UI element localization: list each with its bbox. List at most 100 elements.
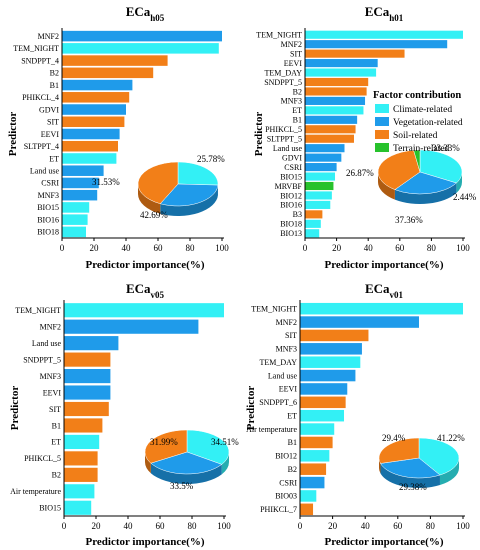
bar-sit: [64, 401, 109, 417]
bar-sit: [305, 49, 405, 58]
bar-mnf3: [300, 343, 362, 355]
bar-gdvi: [62, 104, 126, 115]
pie-slice-climate: [419, 149, 463, 184]
bar-bio12: [305, 191, 332, 200]
bar-land-use: [64, 336, 119, 351]
bar-sndppt_6: [300, 396, 346, 409]
tick-label-y: TEM_NIGHT: [256, 31, 302, 40]
bar-b2: [300, 463, 327, 475]
tick-label-y: BIO03: [275, 492, 297, 501]
tick-label-x: 80: [186, 243, 196, 253]
legend-swatch-climate: [375, 104, 389, 113]
bar-land-use: [305, 144, 345, 153]
pie-slice-vegetation: [150, 451, 223, 475]
chart-title: ECav05: [126, 281, 165, 300]
x-axis-label: Predictor importance(%): [324, 536, 443, 548]
tick-label-y: BIO13: [280, 229, 302, 238]
tick-label-y: Air temperature: [10, 487, 61, 496]
pie-label-soil: 37.36%: [395, 215, 423, 225]
tick-label-y: B1: [50, 81, 59, 90]
bar-b2: [62, 67, 154, 79]
chart-title-sub: h05: [150, 13, 165, 23]
tick-label-y: MNF2: [40, 322, 61, 331]
tick-label-y: BIO15: [280, 172, 302, 181]
tick-label-x: 20: [332, 243, 342, 253]
pie-label-climate: 25.78%: [197, 154, 225, 164]
pie-side-vegetation: [150, 463, 222, 485]
x-axis-label: Predictor importance(%): [324, 259, 443, 271]
pie-label-vegetation: 26.87%: [346, 168, 374, 178]
chart-panel-v05: ECav05 TEM_NIGHT MNF2 Land use SNDPPT_5 MNF3 E…: [9, 281, 239, 548]
tick-label-y: CSRI: [284, 163, 302, 172]
pie-label-vegetation: 29.4%: [382, 433, 406, 443]
bar-bio15: [64, 500, 92, 515]
chart-title: ECah05: [126, 4, 165, 23]
tick-label-y: CSRI: [41, 179, 59, 188]
bar-b1: [64, 418, 103, 433]
pie-label-terrain: 2.44%: [453, 192, 477, 202]
tick-label-y: Land use: [268, 371, 298, 380]
pie-label-climate: 34.51%: [211, 437, 239, 447]
tick-label-y: BIO16: [280, 201, 302, 210]
tick-label-y: TEM_NIGHT: [15, 306, 61, 315]
pie-side-climate: [456, 172, 462, 193]
pie-side-vegetation: [380, 463, 440, 488]
bar-csri: [62, 177, 99, 189]
tick-label-y: BIO15: [39, 504, 61, 513]
bar-phikcl_5: [305, 125, 356, 134]
bar-sndppt_5: [64, 352, 111, 367]
tick-label-y: MNF3: [276, 345, 297, 354]
pie-slice-climate: [418, 437, 460, 476]
bar-sndppt_4: [62, 55, 168, 66]
legend-swatch-vegetation: [375, 117, 389, 126]
tick-label-y: SLTPPT_5: [267, 135, 302, 144]
tick-label-y: ET: [51, 438, 61, 447]
pie-label-climate: 41.22%: [437, 433, 465, 443]
bar-et: [62, 153, 117, 164]
tick-label-y: ET: [287, 411, 297, 420]
tick-label-x: 40: [364, 243, 374, 253]
pie-chart: 33.33% 26.87% 37.36% 2.44%: [346, 143, 477, 225]
tick-label-y: BIO18: [37, 228, 59, 237]
legend-swatch-terrain: [375, 143, 389, 152]
bar-tem_night: [64, 303, 224, 318]
pie-slice-vegetation: [159, 183, 219, 207]
pie-slice-soil: [144, 429, 188, 464]
pie-side-climate: [221, 452, 229, 475]
chart-panel-v01: ECav01 TEM_NIGHT MNF2 SIT MNF3 TEM_DAY Land us…: [245, 281, 470, 548]
chart-title-main: ECa: [365, 4, 390, 19]
bar-eevi: [300, 383, 348, 395]
y-axis-label: Predictor: [245, 386, 257, 431]
tick-label-y: Land use: [273, 144, 303, 153]
bar-bio16: [62, 214, 88, 225]
bar-land-use: [300, 369, 356, 382]
tick-label-y: TEM_NIGHT: [13, 44, 59, 53]
bar-tem_night: [305, 30, 463, 39]
tick-label-y: MRVBF: [275, 182, 303, 191]
legend-label-terrain: Terrain-related: [393, 144, 450, 154]
bar-bio16: [305, 200, 331, 209]
chart-title-main: ECa: [365, 281, 390, 296]
tick-label-y: CSRI: [279, 478, 297, 487]
pie-side-vegetation: [394, 182, 457, 204]
pie-label-soil: 29.38%: [399, 482, 427, 492]
pie-label-soil: 33.5%: [170, 481, 194, 491]
tick-label-y: MNF3: [40, 372, 61, 381]
bar-bio03: [300, 490, 317, 502]
bar-bio13: [305, 229, 320, 238]
tick-label-y: B2: [52, 471, 61, 480]
tick-label-x: 100: [456, 521, 470, 531]
legend-label-soil: Soil-related: [393, 131, 438, 141]
bar-bio18: [305, 219, 321, 228]
bar-eevi: [305, 59, 378, 68]
tick-label-y: B1: [52, 421, 61, 430]
legend-title: Factor contribution: [373, 90, 461, 101]
tick-label-y: Land use: [30, 167, 60, 176]
bar-eevi: [64, 385, 111, 400]
tick-label-y: BIO15: [37, 203, 59, 212]
x-axis-label: Predictor importance(%): [85, 536, 204, 548]
y-axis-label: Predictor: [253, 112, 265, 157]
chart-title-sub: v01: [390, 290, 404, 300]
tick-label-y: SNDPPT_5: [264, 78, 302, 87]
